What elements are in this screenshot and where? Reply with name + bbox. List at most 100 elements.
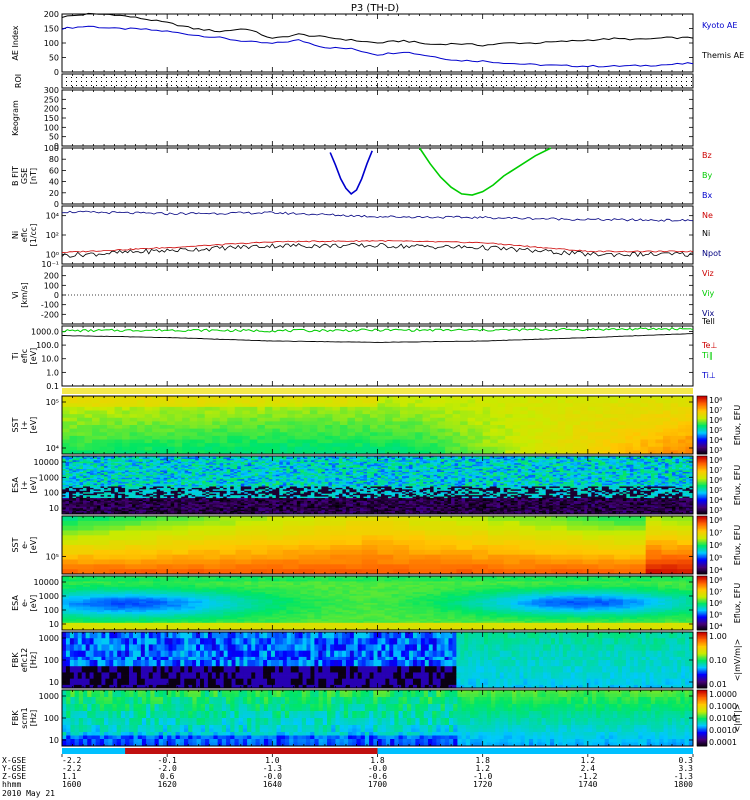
heatmap-cell [212, 505, 217, 508]
heatmap-cell [197, 439, 206, 444]
heatmap-cell [205, 467, 210, 470]
heatmap-cell [677, 443, 686, 448]
heatmap-cell [202, 496, 207, 499]
heatmap-cell [107, 396, 115, 401]
heatmap-cell [237, 503, 242, 506]
heatmap-cell [83, 512, 87, 515]
heatmap-cell [198, 486, 203, 489]
heatmap-cell [230, 460, 235, 463]
heatmap-cell [237, 486, 242, 489]
heatmap-cell [452, 399, 461, 404]
heatmap-cell [167, 503, 172, 506]
heatmap-cell [104, 512, 108, 515]
heatmap-cell [177, 493, 182, 496]
heatmap-cell [324, 425, 333, 430]
heatmap-cell [62, 467, 66, 470]
heatmap-cell [170, 474, 175, 477]
heatmap-cell [226, 486, 231, 489]
roi-dot [131, 85, 132, 86]
heatmap-cell [223, 489, 228, 492]
heatmap-cell [79, 498, 84, 500]
heatmap-cell [195, 483, 200, 486]
heatmap-cell [111, 473, 115, 476]
heatmap-cell [135, 493, 140, 496]
heatmap-cell [177, 467, 182, 470]
heatmap-cell [527, 439, 536, 444]
heatmap-cell [167, 508, 172, 511]
heatmap-cell [114, 410, 123, 415]
heatmap-cell [93, 502, 98, 505]
y-tick-label: 200 [44, 10, 59, 19]
roi-dot [266, 81, 267, 82]
heatmap-cell [137, 403, 146, 408]
heatmap-cell [65, 502, 70, 505]
roi-dot [291, 85, 292, 86]
heatmap-cell [244, 456, 249, 458]
heatmap-cell [121, 511, 126, 513]
heatmap-cell [62, 499, 66, 502]
heatmap-cell [146, 476, 151, 479]
roi-dot [486, 81, 487, 82]
heatmap-cell [219, 492, 224, 495]
heatmap-cell [107, 489, 112, 492]
heatmap-cell [188, 477, 193, 480]
heatmap-cell [156, 511, 161, 513]
heatmap-cell [184, 458, 189, 461]
heatmap-cell [237, 500, 242, 503]
heatmap-cell [685, 432, 694, 437]
heatmap-cell [216, 511, 221, 513]
heatmap-cell [132, 496, 137, 499]
heatmap-cell [132, 512, 137, 515]
heatmap-cell [227, 428, 236, 433]
roi-dot [681, 85, 682, 86]
heatmap-cell [167, 506, 172, 509]
heatmap-cell [430, 421, 438, 426]
heatmap-cell [69, 474, 73, 477]
heatmap-cell [317, 439, 326, 444]
heatmap-cell [223, 486, 228, 489]
heatmap-cell [121, 496, 126, 499]
heatmap-cell [264, 403, 273, 408]
heatmap-cell [309, 399, 318, 404]
heatmap-cell [227, 403, 236, 408]
heatmap-cell [167, 450, 176, 455]
heatmap-cell [84, 443, 93, 448]
heatmap-cell [230, 461, 235, 464]
heatmap-cell [205, 466, 210, 468]
heatmap-cell [93, 500, 98, 503]
heatmap-cell [542, 399, 551, 404]
heatmap-cell [415, 403, 423, 408]
heatmap-cell [167, 471, 172, 474]
heatmap-cell [167, 399, 176, 404]
heatmap-cell [146, 505, 151, 508]
colorbar-cell [697, 397, 707, 400]
heatmap-cell [79, 466, 84, 468]
colorbar-cell [697, 423, 707, 426]
heatmap-cell [174, 476, 179, 479]
heatmap-cell [198, 480, 203, 483]
heatmap-cell [445, 439, 454, 444]
roi-dot [241, 81, 242, 82]
heatmap-cell [542, 403, 551, 408]
heatmap-cell [139, 482, 144, 484]
heatmap-cell [209, 480, 214, 483]
heatmap-cell [610, 450, 619, 455]
heatmap-cell [294, 396, 303, 401]
roi-dot [601, 77, 602, 78]
heatmap-cell [287, 439, 296, 444]
heatmap-cell [135, 470, 140, 473]
heatmap-cell [77, 432, 85, 437]
heatmap-cell [135, 486, 140, 489]
heatmap-cell [209, 463, 214, 466]
heatmap-cell [92, 425, 100, 430]
heatmap-cell [233, 474, 238, 477]
colorbar-cell [697, 414, 707, 417]
heatmap-cell [86, 498, 91, 500]
heatmap-cell [415, 421, 423, 426]
heatmap-cell [177, 463, 182, 466]
heatmap-cell [139, 505, 144, 508]
heatmap-cell [132, 502, 137, 505]
heatmap-cell [90, 479, 94, 482]
heatmap-cell [104, 464, 108, 467]
